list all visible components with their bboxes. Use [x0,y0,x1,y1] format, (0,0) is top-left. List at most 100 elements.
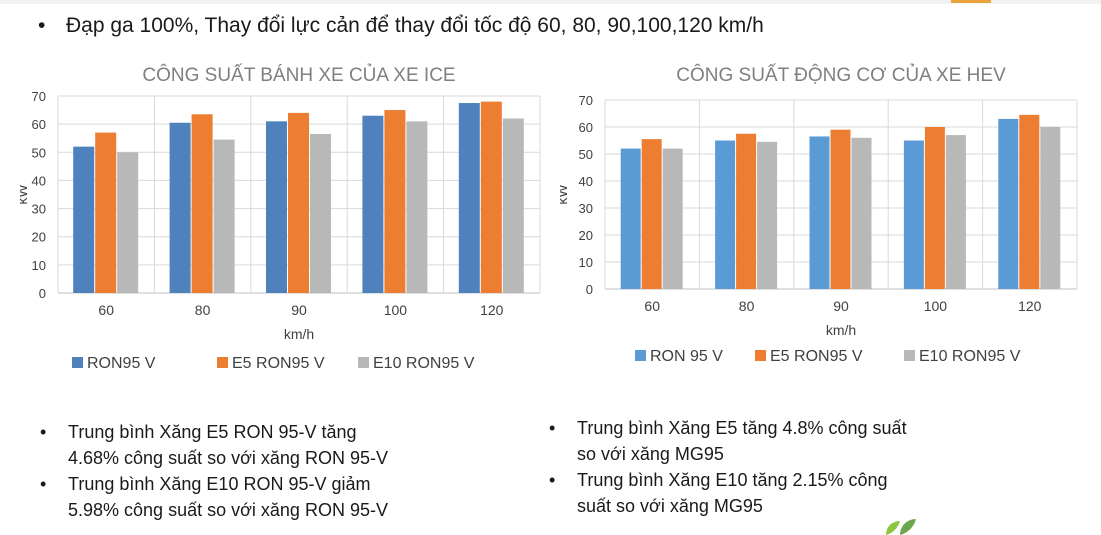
y-tick-label: 30 [579,201,593,216]
chart-title: CÔNG SUẤT ĐỘNG CƠ CỦA XE HEV [676,64,1006,86]
y-tick-label: 40 [32,173,46,188]
bar-e5-ron95-v-90 [830,129,851,289]
x-tick-label: 90 [291,302,307,318]
x-tick-label: 100 [384,302,408,318]
bar-e10-ron95-v-100 [406,121,428,293]
y-tick-label: 70 [579,93,593,108]
legend-label: E10 RON95 V [373,355,475,372]
bar-e5-ron95-v-100 [924,127,945,289]
y-axis-label: kW [560,184,570,205]
bar-e5-ron95-v-100 [384,110,406,293]
y-tick-label: 50 [579,147,593,162]
bar-e5-ron95-v-90 [288,112,309,293]
x-tick-label: 60 [644,298,660,314]
legend-swatch [635,350,646,361]
legend-label: E10 RON95 V [919,348,1021,365]
legend-label: E5 RON95 V [770,348,863,365]
note-line: Trung bình Xăng E10 tăng 2.15% công [577,470,888,490]
legend-swatch [358,357,369,368]
note-bullet: • [40,474,47,494]
legend-swatch [755,350,766,361]
note-line: Trung bình Xăng E10 RON 95-V giảm [68,474,371,494]
bar-ron95-v-60 [73,146,95,293]
y-tick-label: 10 [579,255,593,270]
bar-ron95-v-120 [458,103,480,294]
bar-e10-ron95-v-60 [662,148,683,289]
legend-swatch [217,357,228,368]
top-accent [951,0,991,3]
note-left-2: • Trung bình Xăng E10 RON 95-V giảm 5.98… [40,471,388,523]
y-axis-label: kW [20,184,30,205]
legend-label: RON 95 V [650,348,723,365]
x-tick-label: 100 [924,298,948,314]
x-axis-label: km/h [284,326,314,342]
slide-top-bar [0,0,1101,4]
y-tick-label: 20 [579,228,593,243]
legend-swatch [72,357,83,368]
note-line: 4.68% công suất so với xăng RON 95-V [68,448,388,468]
note-line: Trung bình Xăng E5 RON 95-V tăng [68,422,357,442]
bar-e5-ron95-v-120 [1019,114,1040,289]
bar-e10-ron95-v-90 [310,133,331,293]
bar-e5-ron95-v-120 [480,101,502,293]
bar-ron95-v-80 [169,122,191,293]
leaf-logo-icon [886,519,916,535]
headline-text: Đạp ga 100%, Thay đổi lực cản để thay đổ… [66,14,764,37]
y-tick-label: 20 [32,230,46,245]
note-bullet: • [549,418,556,438]
note-right-2: • Trung bình Xăng E10 tăng 2.15% công su… [549,467,888,519]
bar-ron95-v-90 [266,121,287,293]
y-tick-label: 50 [32,145,46,160]
bar-ron-95-v-100 [903,140,924,289]
bar-e5-ron95-v-60 [641,139,662,289]
hev-chart-svg: CÔNG SUẤT ĐỘNG CƠ CỦA XE HEV 0 10 20 30 40 50 6… [560,64,1078,365]
bar-ron-95-v-120 [998,118,1019,290]
x-axis-label: km/h [826,322,856,338]
bar-e10-ron95-v-120 [502,118,524,293]
x-tick-label: 60 [98,302,114,318]
x-tick-label: 90 [833,298,849,314]
note-line: suất so với xăng MG95 [577,496,763,516]
y-tick-label: 60 [579,120,593,135]
legend-swatch [904,350,915,361]
y-tick-label: 70 [32,89,46,104]
bar-ron-95-v-80 [715,140,736,289]
y-tick-label: 60 [32,117,46,132]
y-tick-label: 30 [32,202,46,217]
chart-title: CÔNG SUẤT BÁNH XE CỦA XE ICE [142,64,455,86]
legend-label: RON95 V [87,355,156,372]
bar-ron-95-v-90 [809,136,830,289]
bar-e10-ron95-v-60 [117,152,139,293]
y-tick-label: 0 [586,282,593,297]
bar-e10-ron95-v-80 [213,139,235,293]
bar-e5-ron95-v-80 [191,114,213,293]
ice-chart-svg: CÔNG SUẤT BÁNH XE CỦA XE ICE 0 10 20 30 40 50 6… [20,64,541,372]
y-tick-label: 10 [32,258,46,273]
bar-e10-ron95-v-100 [945,135,966,289]
note-bullet: • [40,422,47,442]
ice-wheel-power-chart: CÔNG SUẤT BÁNH XE CỦA XE ICE 0 10 20 30 40 50 6… [20,58,550,388]
headline-bullet: • [38,14,46,37]
y-tick-label: 40 [579,174,593,189]
x-tick-label: 80 [195,302,211,318]
bar-ron-95-v-60 [620,148,641,289]
x-tick-label: 80 [739,298,755,314]
y-tick-label: 0 [39,286,46,301]
bar-e10-ron95-v-90 [851,137,872,289]
x-tick-label: 120 [1018,298,1042,314]
note-left-1: • Trung bình Xăng E5 RON 95-V tăng 4.68%… [40,419,388,471]
bar-e10-ron95-v-120 [1040,127,1061,289]
bar-e5-ron95-v-60 [95,132,117,293]
note-line: 5.98% công suất so với xăng RON 95-V [68,500,388,520]
x-tick-label: 120 [480,302,504,318]
note-right-1: • Trung bình Xăng E5 tăng 4.8% công suất… [549,415,907,467]
bar-e5-ron95-v-80 [736,133,757,289]
bar-ron95-v-100 [362,115,384,293]
note-line: Trung bình Xăng E5 tăng 4.8% công suất [577,418,907,438]
slide-headline: • Đạp ga 100%, Thay đổi lực cản để thay đ… [38,14,764,38]
hev-engine-power-chart: CÔNG SUẤT ĐỘNG CƠ CỦA XE HEV 0 10 20 30 40 50 6… [560,58,1090,388]
note-line: so với xăng MG95 [577,444,724,464]
note-bullet: • [549,470,556,490]
bar-e10-ron95-v-80 [757,141,778,289]
legend-label: E5 RON95 V [232,355,325,372]
